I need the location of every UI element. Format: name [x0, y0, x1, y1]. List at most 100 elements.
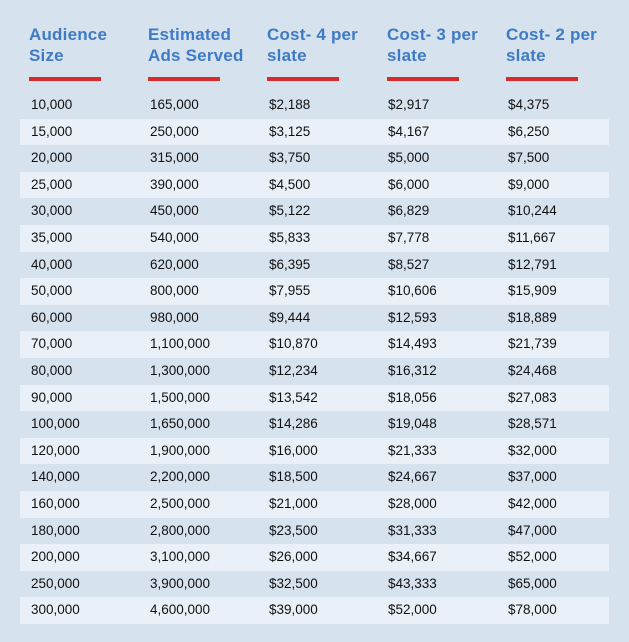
ads-served-cell: 250,000	[150, 123, 199, 139]
cost-2-per-slate-cell: $65,000	[508, 575, 557, 591]
ads-served-cell: 2,500,000	[150, 495, 211, 511]
ads-served-cell: 620,000	[150, 256, 199, 272]
cost-4-per-slate-cell: $2,188	[269, 97, 311, 112]
ads-served-cell: 1,500,000	[150, 389, 211, 405]
table-row: 50,000 800,000 $7,955 $10,606 $15,909	[20, 278, 609, 305]
cost-3-per-slate-cell: $6,000	[388, 176, 430, 192]
cost-4-per-slate-cell: $5,122	[269, 203, 311, 219]
ads-served-cell: 450,000	[150, 203, 199, 219]
ads-served-cell: 165,000	[150, 97, 199, 112]
cost-4-per-slate-cell: $7,955	[269, 283, 311, 299]
ads-served-cell: 540,000	[150, 229, 199, 245]
ads-served-cell: 1,300,000	[150, 362, 211, 378]
cost-2-per-slate-cell: $27,083	[508, 389, 557, 405]
table-body: 10,000 165,000 $2,188 $2,917 $4,375 15,000 250…	[20, 92, 609, 624]
header-label: Estimated Ads Served	[148, 25, 244, 65]
audience-size-cell: 25,000	[31, 176, 73, 192]
table-row: 200,000 3,100,000 $26,000 $34,667 $52,000	[20, 544, 609, 571]
header-underline	[267, 77, 339, 81]
cost-4-per-slate-cell: $4,500	[269, 176, 311, 192]
cost-4-per-slate-cell: $18,500	[269, 469, 318, 485]
audience-size-cell: 180,000	[31, 522, 80, 538]
table-row: 60,000 980,000 $9,444 $12,593 $18,889	[20, 305, 609, 332]
cost-3-per-slate-cell: $8,527	[388, 256, 430, 272]
header-cost-2-per-slate: Cost- 2 per slate	[506, 25, 624, 81]
cost-4-per-slate-cell: $32,500	[269, 575, 318, 591]
table-row: 10,000 165,000 $2,188 $2,917 $4,375	[20, 92, 609, 119]
audience-size-cell: 10,000	[31, 97, 73, 112]
header-cost-4-per-slate: Cost- 4 per slate	[267, 25, 385, 81]
audience-size-cell: 15,000	[31, 123, 73, 139]
cost-2-per-slate-cell: $78,000	[508, 602, 557, 618]
header-audience-size: Audience Size	[29, 25, 147, 81]
cost-2-per-slate-cell: $4,375	[508, 97, 550, 112]
header-underline	[148, 77, 220, 81]
cost-2-per-slate-cell: $32,000	[508, 442, 557, 458]
cost-3-per-slate-cell: $2,917	[388, 97, 430, 112]
audience-size-cell: 250,000	[31, 575, 80, 591]
table-row: 300,000 4,600,000 $39,000 $52,000 $78,000	[20, 597, 609, 624]
audience-size-cell: 300,000	[31, 602, 80, 618]
ads-served-cell: 1,650,000	[150, 416, 211, 432]
table-row: 100,000 1,650,000 $14,286 $19,048 $28,571	[20, 411, 609, 438]
cost-3-per-slate-cell: $21,333	[388, 442, 437, 458]
table-row: 180,000 2,800,000 $23,500 $31,333 $47,000	[20, 518, 609, 545]
cost-4-per-slate-cell: $12,234	[269, 362, 318, 378]
cost-2-per-slate-cell: $47,000	[508, 522, 557, 538]
cost-2-per-slate-cell: $9,000	[508, 176, 550, 192]
header-estimated-ads-served: Estimated Ads Served	[148, 25, 266, 81]
header-label: Cost- 4 per slate	[267, 25, 358, 65]
cost-3-per-slate-cell: $34,667	[388, 549, 437, 565]
table-row: 35,000 540,000 $5,833 $7,778 $11,667	[20, 224, 609, 252]
cost-4-per-slate-cell: $21,000	[269, 495, 318, 511]
cost-2-per-slate-cell: $28,571	[508, 416, 557, 432]
table-row: 15,000 250,000 $3,125 $4,167 $6,250	[20, 118, 609, 146]
cost-2-per-slate-cell: $10,244	[508, 203, 557, 219]
table-row: 30,000 450,000 $5,122 $6,829 $10,244	[20, 198, 609, 225]
cost-3-per-slate-cell: $43,333	[388, 575, 437, 591]
cost-2-per-slate-cell: $7,500	[508, 150, 550, 166]
ads-served-cell: 3,100,000	[150, 549, 211, 565]
table-row: 90,000 1,500,000 $13,542 $18,056 $27,083	[20, 384, 609, 412]
audience-size-cell: 90,000	[31, 389, 73, 405]
cost-3-per-slate-cell: $12,593	[388, 309, 437, 325]
cost-4-per-slate-cell: $14,286	[269, 416, 318, 432]
cost-4-per-slate-cell: $5,833	[269, 229, 311, 245]
cost-2-per-slate-cell: $11,667	[508, 229, 556, 245]
table-row: 250,000 3,900,000 $32,500 $43,333 $65,000	[20, 571, 609, 598]
audience-size-cell: 35,000	[31, 229, 73, 245]
cost-3-per-slate-cell: $7,778	[388, 229, 430, 245]
cost-4-per-slate-cell: $23,500	[269, 522, 318, 538]
ads-served-cell: 4,600,000	[150, 602, 211, 618]
table-row: 70,000 1,100,000 $10,870 $14,493 $21,739	[20, 331, 609, 358]
table-row: 20,000 315,000 $3,750 $5,000 $7,500	[20, 145, 609, 172]
table-row: 140,000 2,200,000 $18,500 $24,667 $37,000	[20, 464, 609, 491]
ads-served-cell: 800,000	[150, 283, 199, 299]
audience-size-cell: 60,000	[31, 309, 73, 325]
ads-served-cell: 315,000	[150, 150, 199, 166]
cost-3-per-slate-cell: $14,493	[388, 336, 437, 352]
ads-served-cell: 2,800,000	[150, 522, 211, 538]
table-row: 120,000 1,900,000 $16,000 $21,333 $32,000	[20, 437, 609, 465]
cost-2-per-slate-cell: $18,889	[508, 309, 557, 325]
header-underline	[29, 77, 101, 81]
audience-size-cell: 160,000	[31, 495, 80, 511]
ads-served-cell: 2,200,000	[150, 469, 211, 485]
cost-2-per-slate-cell: $21,739	[508, 336, 557, 352]
cost-3-per-slate-cell: $24,667	[388, 469, 437, 485]
cost-4-per-slate-cell: $26,000	[269, 549, 318, 565]
ads-served-cell: 390,000	[150, 176, 199, 192]
table-header: Audience Size Estimated Ads Served Cost-…	[0, 25, 629, 87]
cost-3-per-slate-cell: $6,829	[388, 203, 430, 219]
cost-2-per-slate-cell: $6,250	[508, 123, 550, 139]
cost-3-per-slate-cell: $52,000	[388, 602, 437, 618]
ads-served-cell: 1,100,000	[150, 336, 211, 352]
cost-2-per-slate-cell: $15,909	[508, 283, 557, 299]
table-row: 80,000 1,300,000 $12,234 $16,312 $24,468	[20, 358, 609, 385]
audience-size-cell: 20,000	[31, 150, 73, 166]
cost-4-per-slate-cell: $3,750	[269, 150, 311, 166]
header-underline	[387, 77, 459, 81]
cost-3-per-slate-cell: $4,167	[388, 123, 430, 139]
header-label: Cost- 2 per slate	[506, 25, 597, 65]
